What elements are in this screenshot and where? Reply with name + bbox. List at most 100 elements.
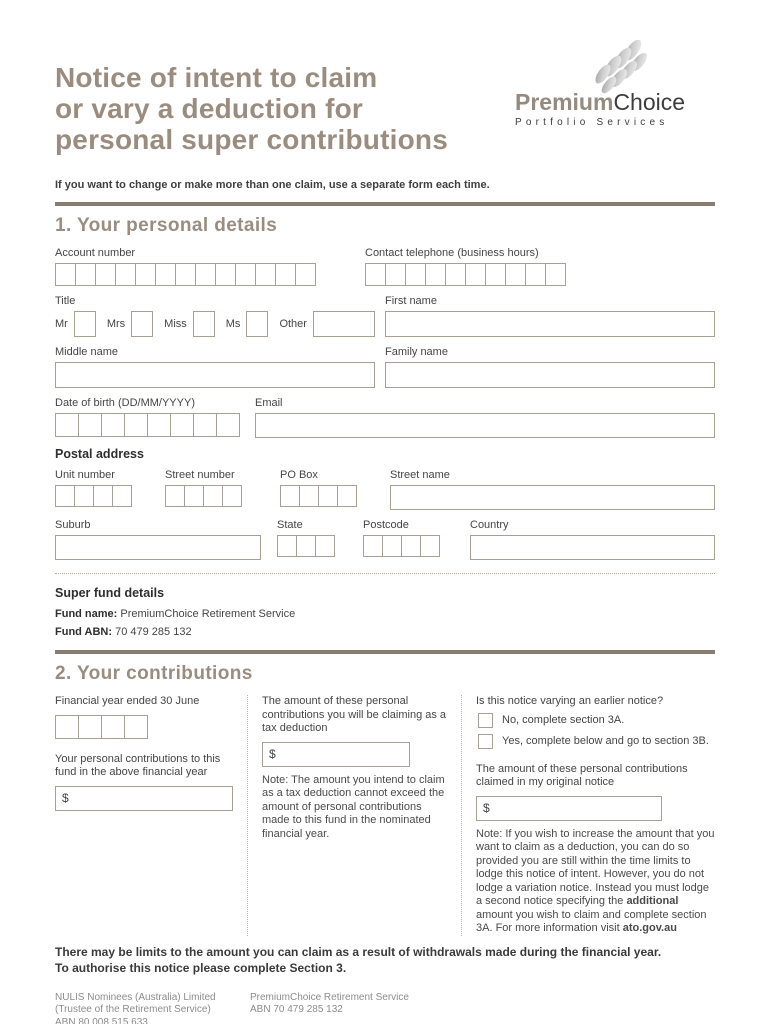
- section1-heading: 1. Your personal details: [55, 215, 278, 236]
- char-cell[interactable]: [485, 263, 506, 286]
- varying-yes-checkbox[interactable]: [478, 733, 493, 749]
- unit-number-field[interactable]: [55, 485, 149, 507]
- street-name-label: Street name: [390, 469, 450, 481]
- char-cell[interactable]: [101, 714, 125, 739]
- fund-org: PremiumChoice Retirement Service ABN 70 …: [250, 991, 409, 1016]
- premiumchoice-logo: PremiumChoice Portfolio Services: [515, 40, 715, 128]
- state-field[interactable]: [277, 535, 347, 557]
- char-cell[interactable]: [235, 263, 256, 286]
- street-number-field[interactable]: [165, 485, 264, 507]
- personal-contributions-input[interactable]: $: [55, 785, 233, 811]
- char-cell[interactable]: [95, 263, 116, 286]
- char-cell[interactable]: [363, 535, 383, 557]
- po-box-field[interactable]: [280, 485, 374, 507]
- country-input[interactable]: [470, 535, 715, 560]
- char-cell[interactable]: [74, 485, 94, 507]
- char-cell[interactable]: [203, 485, 223, 507]
- char-cell[interactable]: [318, 485, 338, 507]
- title-miss-checkbox[interactable]: [192, 311, 215, 337]
- varying-no-checkbox[interactable]: [478, 712, 493, 728]
- claim-amount-label: The amount of these personal contributio…: [262, 695, 447, 734]
- char-cell[interactable]: [93, 485, 113, 507]
- char-cell[interactable]: [277, 535, 297, 557]
- char-cell[interactable]: [222, 485, 242, 507]
- fund-abn-value: 70 479 285 132: [115, 626, 192, 638]
- char-cell[interactable]: [115, 263, 136, 286]
- original-claim-input[interactable]: $: [476, 795, 662, 821]
- char-cell[interactable]: [525, 263, 546, 286]
- char-cell[interactable]: [255, 263, 276, 286]
- char-cell[interactable]: [135, 263, 156, 286]
- char-cell[interactable]: [299, 485, 319, 507]
- financial-year-column: Financial year ended 30 June Your person…: [55, 695, 248, 936]
- char-cell[interactable]: [78, 413, 102, 437]
- char-cell[interactable]: [337, 485, 357, 507]
- title-mrs-label: Mrs: [106, 318, 126, 330]
- char-cell[interactable]: [184, 485, 204, 507]
- char-cell[interactable]: [55, 413, 79, 437]
- char-cell[interactable]: [155, 263, 176, 286]
- title-other-input[interactable]: [312, 311, 375, 337]
- char-cell[interactable]: [295, 263, 316, 286]
- claim-amount-input[interactable]: $: [262, 741, 410, 767]
- section2-heading: 2. Your contributions: [55, 663, 253, 684]
- char-cell[interactable]: [275, 263, 296, 286]
- account-number-field[interactable]: [55, 263, 365, 286]
- char-cell[interactable]: [445, 263, 466, 286]
- char-cell[interactable]: [405, 263, 426, 286]
- char-cell[interactable]: [382, 535, 402, 557]
- char-cell[interactable]: [170, 413, 194, 437]
- char-cell[interactable]: [75, 263, 96, 286]
- street-name-group: Street name: [390, 469, 715, 510]
- middle-name-input[interactable]: [55, 362, 375, 388]
- suburb-label: Suburb: [55, 519, 91, 531]
- title-ms-label: Ms: [225, 318, 241, 330]
- char-cell[interactable]: [465, 263, 486, 286]
- ato-gov-au-reference: ato.gov.au: [622, 922, 677, 934]
- char-cell[interactable]: [193, 413, 217, 437]
- char-cell[interactable]: [124, 714, 148, 739]
- char-cell[interactable]: [296, 535, 316, 557]
- char-cell[interactable]: [112, 485, 132, 507]
- suburb-input[interactable]: [55, 535, 261, 560]
- char-cell[interactable]: [55, 263, 76, 286]
- char-cell[interactable]: [425, 263, 446, 286]
- char-cell[interactable]: [55, 714, 79, 739]
- first-name-input[interactable]: [385, 311, 715, 337]
- contact-telephone-field[interactable]: [365, 263, 715, 286]
- fund-name-line: Fund name: PremiumChoice Retirement Serv…: [55, 608, 715, 620]
- char-cell[interactable]: [147, 413, 171, 437]
- trustee-details: NULIS Nominees (Australia) Limited (Trus…: [55, 992, 715, 1024]
- postcode-field[interactable]: [363, 535, 454, 557]
- char-cell[interactable]: [195, 263, 216, 286]
- char-cell[interactable]: [175, 263, 196, 286]
- char-cell[interactable]: [78, 714, 102, 739]
- char-cell[interactable]: [165, 485, 185, 507]
- title-mrs-checkbox[interactable]: [131, 311, 154, 337]
- super-fund-heading: Super fund details: [55, 586, 165, 600]
- char-cell[interactable]: [55, 485, 75, 507]
- char-cell[interactable]: [545, 263, 566, 286]
- date-of-birth-field[interactable]: [55, 413, 255, 437]
- char-cell[interactable]: [101, 413, 125, 437]
- char-cell[interactable]: [124, 413, 148, 437]
- char-cell[interactable]: [385, 263, 406, 286]
- family-name-input[interactable]: [385, 362, 715, 388]
- financial-year-field[interactable]: [55, 714, 233, 739]
- char-cell[interactable]: [215, 263, 236, 286]
- char-cell[interactable]: [280, 485, 300, 507]
- first-name-label: First name: [385, 295, 437, 307]
- email-input[interactable]: [255, 413, 715, 438]
- char-cell[interactable]: [365, 263, 386, 286]
- title-mr-checkbox[interactable]: [73, 311, 96, 337]
- varying-question: Is this notice varying an earlier notice…: [476, 695, 664, 707]
- char-cell[interactable]: [216, 413, 240, 437]
- title-ms-checkbox[interactable]: [246, 311, 269, 337]
- fund-abn-label: Fund ABN:: [55, 626, 113, 638]
- char-cell[interactable]: [420, 535, 440, 557]
- street-name-input[interactable]: [390, 485, 715, 510]
- char-cell[interactable]: [401, 535, 421, 557]
- char-cell[interactable]: [505, 263, 526, 286]
- char-cell[interactable]: [315, 535, 335, 557]
